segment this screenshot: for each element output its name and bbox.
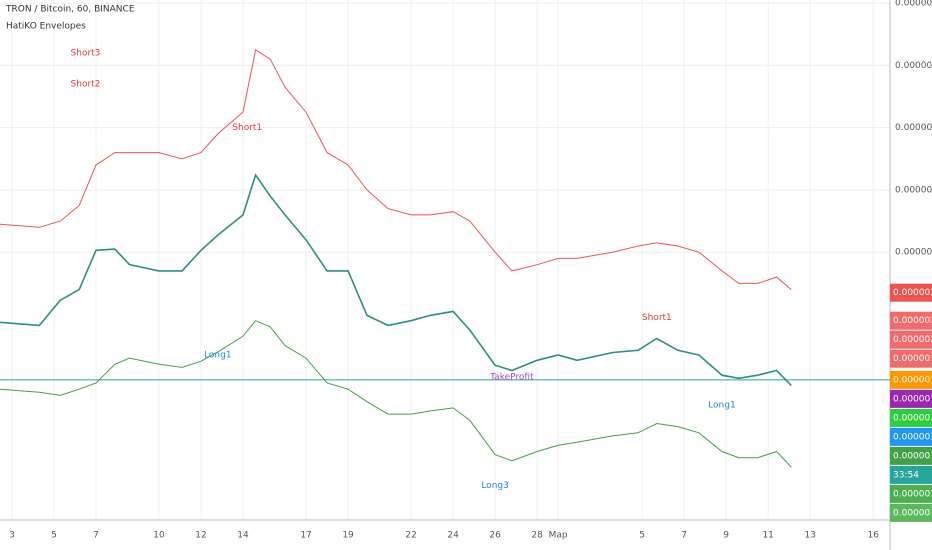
x-tick-label: 22 [405,531,416,541]
x-tick-label: 13 [804,531,815,541]
x-tick-label: 5 [51,531,57,541]
x-tick-label: 24 [447,531,459,541]
grid [0,0,890,520]
x-tick-label: 28 [531,531,543,541]
price-label: 0.00000189 [893,413,932,423]
trade-annotation: TakeProfit [489,372,534,382]
price-label-bg [890,503,932,522]
trade-annotation: Long1 [708,400,736,410]
x-tick-label: 12 [195,531,206,541]
price-label: 0.00000175 [893,508,932,518]
chart-title: TRON / Bitcoin, 60, BINANCE [5,5,135,15]
price-label-bg [890,484,932,503]
price-label-bg [890,446,932,465]
price-label-bg [890,389,932,408]
x-tick-label: 7 [681,531,687,541]
series-line [0,48,792,290]
x-tick-label: 17 [300,531,311,541]
price-label: 0.00000187 [893,432,932,442]
price-label: 0.00000197 [893,354,932,364]
y-tick-label: 0.00000230 [895,248,932,258]
price-label: 33:54 [893,470,919,480]
price-label: 0.00000189 [893,375,932,385]
x-tick-label: 19 [342,531,354,541]
price-label: 0.00000180 [893,489,932,499]
price-label: 0.00000189 [893,394,932,404]
trade-annotation: Short2 [71,80,101,90]
y-tick-label: 0.00000290 [895,61,932,71]
x-tick-label: 3 [9,531,15,541]
series-line [0,173,792,387]
price-label-bg [890,465,932,484]
price-label-bg [890,427,932,446]
x-tick-label: Мар [549,531,568,541]
y-tick-label: 0.00000250 [895,185,932,195]
trade-annotation: Short1 [232,123,262,133]
price-label: 0.00000208 [893,316,932,326]
trade-annotation: Short3 [71,48,101,58]
price-label-bg [890,311,932,330]
x-tick-label: 11 [762,531,773,541]
x-tick-label: 14 [237,531,249,541]
x-tick-label: 9 [723,531,729,541]
x-tick-label: 7 [93,531,99,541]
trade-annotation: Long3 [481,481,509,491]
y-tick-label: 0.00000270 [895,123,932,133]
x-tick-label: 5 [639,531,645,541]
y-tick-label: 0.00000310 [895,0,932,9]
price-label-bg [890,349,932,368]
x-tick-label: 10 [153,531,165,541]
price-label-bg [890,370,932,389]
trade-annotation: Long1 [204,350,232,360]
price-label-bg [890,408,932,427]
x-tick-label: 26 [489,531,501,541]
x-tick-label: 16 [867,531,879,541]
chart-subtitle: HatiKO Envelopes [6,22,86,32]
series-line [0,320,792,468]
price-label: 0.00000217 [893,288,932,298]
price-label: 0.00000202 [893,335,932,345]
price-label-bg [890,283,932,302]
price-label-bg [890,330,932,349]
trade-annotation: Short1 [642,313,672,323]
price-label: 0.00000186 [893,451,932,461]
